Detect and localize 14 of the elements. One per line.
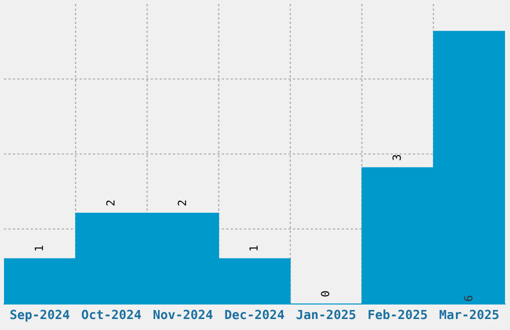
data-label: 0	[320, 291, 330, 296]
x-tick-label: Nov-2024	[154, 310, 212, 320]
x-tick-label: Oct-2024	[82, 310, 141, 320]
x-tick-label: Sep-2024	[10, 310, 70, 322]
data-label: 3	[392, 154, 401, 160]
data-label: 1	[34, 246, 43, 250]
x-tick-label: Feb-2025	[368, 310, 427, 320]
data-label: 2	[178, 200, 186, 206]
data-label: 2	[106, 200, 114, 206]
data-label: 6	[464, 296, 472, 302]
x-tick-label: Mar-2025	[440, 310, 498, 320]
x-tick-label: Dec-2024	[225, 310, 284, 320]
data-label: 1	[249, 246, 258, 250]
x-tick-label: Jan-2025	[296, 310, 356, 320]
